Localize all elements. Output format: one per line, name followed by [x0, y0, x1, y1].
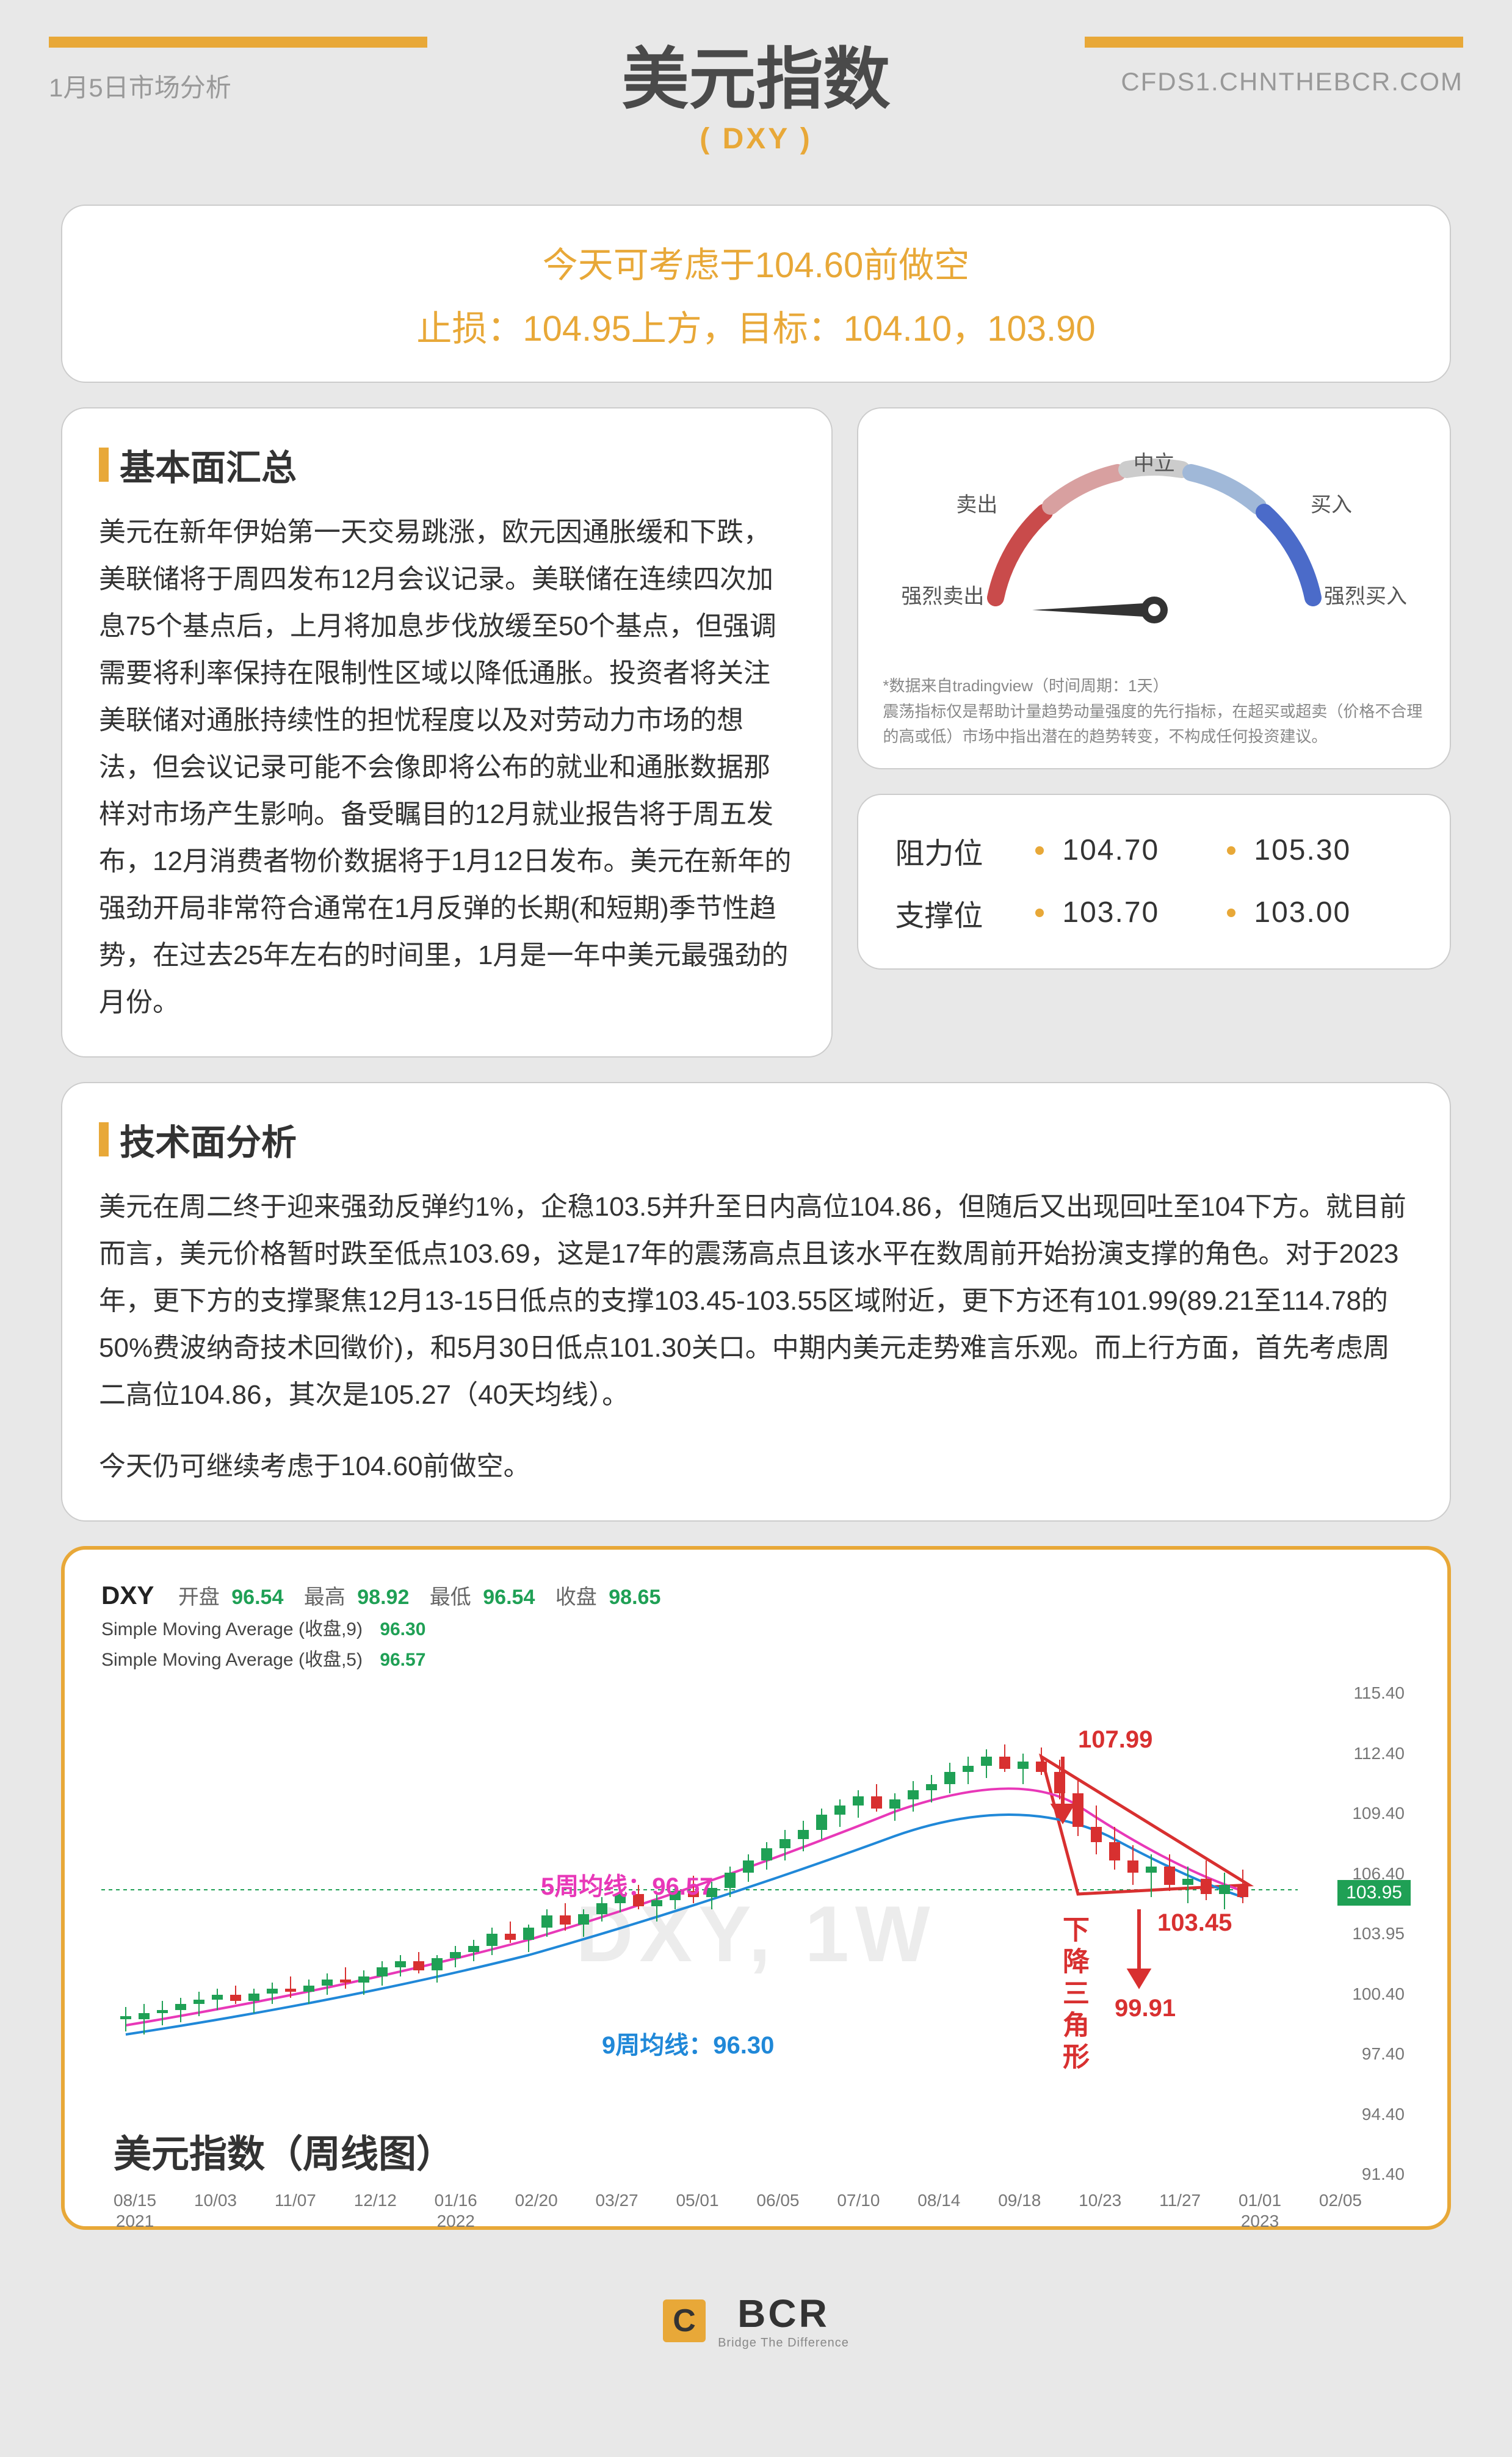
- levels-card: 阻力位 104.70 105.30 支撑位 103.70 103.00: [857, 794, 1451, 970]
- chart-anno-pattern: 下降三角形: [1054, 1915, 1093, 2074]
- y-axis-tick: 97.40: [1352, 2044, 1405, 2064]
- y-axis-tick: 94.40: [1352, 2105, 1405, 2124]
- header: 美元指数 ( DXY ) 1月5日市场分析 CFDS1.CHNTHEBCR.CO…: [0, 0, 1512, 168]
- y-axis-tick: 115.40: [1352, 1683, 1405, 1703]
- technical-extra: 今天仍可继续考虑于104.60前做空。: [99, 1443, 1413, 1490]
- y-axis-tick: 100.40: [1352, 1984, 1405, 2004]
- resistance-value-1: 104.70: [1062, 833, 1209, 867]
- ohlc-close-label: 收盘: [555, 1586, 597, 1609]
- header-url: CFDS1.CHNTHEBCR.COM: [1121, 67, 1463, 96]
- fundamentals-card: 基本面汇总 美元在新年伊始第一天交易跳涨，欧元因通胀缓和下跌，美联储将于周四发布…: [61, 407, 833, 1058]
- chart-symbol: DXY: [101, 1581, 154, 1610]
- x-axis-tick: 08/15 2021: [114, 2190, 156, 2231]
- chart-price-tag: 103.95: [1337, 1880, 1411, 1906]
- chart-anno-peak: 107.99: [1078, 1726, 1152, 1754]
- page-subtitle: ( DXY ): [49, 122, 1463, 156]
- bullet-icon: [1227, 846, 1235, 855]
- footer-brand: BCR: [718, 2291, 849, 2336]
- gauge-label-strong-buy: 强烈买入: [1324, 579, 1407, 609]
- x-axis-tick: 06/05: [756, 2190, 799, 2231]
- chart-header: DXY 开盘 96.54 最高 98.92 最低 96.54 收盘 98.65: [101, 1580, 1411, 1610]
- support-row: 支撑位 103.70 103.00: [895, 882, 1413, 944]
- x-axis-tick: 05/01: [676, 2190, 718, 2231]
- ohlc-low-label: 最低: [430, 1586, 471, 1609]
- gauge-label-neutral: 中立: [1134, 446, 1175, 476]
- chart-anno-low2: 99.91: [1115, 1995, 1176, 2022]
- ohlc-high-value: 98.92: [357, 1586, 409, 1609]
- gauge-card: 中立 卖出 买入 强烈卖出 强烈买入 *数据来自tradingview（时间周期…: [857, 407, 1451, 769]
- x-axis-tick: 09/18: [998, 2190, 1041, 2231]
- footer: C BCR Bridge The Difference: [0, 2266, 1512, 2399]
- sma1-label: Simple Moving Average (收盘,9): [101, 1619, 363, 1639]
- fundamentals-title: 基本面汇总: [99, 439, 795, 490]
- gauge-note: *数据来自tradingview（时间周期：1天） 震荡指标仅是帮助计量趋势动量…: [883, 673, 1425, 750]
- chart-area: DXY, 1W 115.40112.40: [101, 1683, 1411, 2184]
- ohlc-high-label: 最高: [304, 1586, 345, 1609]
- x-axis-tick: 03/27: [596, 2190, 638, 2231]
- bullet-icon: [1035, 846, 1044, 855]
- support-label: 支撑位: [895, 891, 1017, 934]
- x-axis-tick: 07/10: [837, 2190, 880, 2231]
- chart-y-axis: 115.40112.40109.40106.40103.95100.4097.4…: [1352, 1683, 1405, 2184]
- ohlc-low-value: 96.54: [483, 1586, 535, 1609]
- sma2-line: Simple Moving Average (收盘,5) 96.57: [101, 1644, 1411, 1671]
- bcr-logo-icon: C: [663, 2299, 706, 2342]
- y-axis-tick: 109.40: [1352, 1804, 1405, 1823]
- chart-x-axis: 08/15 2021 10/03 11/07 12/12 01/16 2022 02/20…: [101, 2184, 1411, 2231]
- chart-anno-ma9: 9周均线：96.30: [602, 2025, 774, 2061]
- ohlc-close-value: 98.65: [609, 1586, 660, 1609]
- sma1-value: 96.30: [380, 1619, 425, 1639]
- chart-anno-ma5: 5周均线：96.57: [541, 1867, 713, 1902]
- chart-anno-low1: 103.45: [1157, 1909, 1232, 1937]
- ohlc-open-label: 开盘: [178, 1586, 220, 1609]
- bullet-icon: [1035, 909, 1044, 917]
- resistance-value-2: 105.30: [1254, 833, 1400, 867]
- technical-card: 技术面分析 美元在周二终于迎来强劲反弹约1%，企稳103.5并升至日内高位104…: [61, 1082, 1451, 1522]
- support-value-2: 103.00: [1254, 896, 1400, 929]
- x-axis-tick: 10/03: [194, 2190, 237, 2231]
- chart-card: DXY 开盘 96.54 最高 98.92 最低 96.54 收盘 98.65 …: [61, 1546, 1451, 2230]
- technical-title: 技术面分析: [99, 1114, 1413, 1165]
- bullet-icon: [1227, 909, 1235, 917]
- y-axis-tick: 91.40: [1352, 2165, 1405, 2184]
- header-accent-right: [1085, 37, 1463, 48]
- x-axis-tick: 02/20: [515, 2190, 558, 2231]
- resistance-label: 阻力位: [895, 829, 1017, 872]
- recommendation-card: 今天可考虑于104.60前做空 止损：104.95上方，目标：104.10，10…: [61, 205, 1451, 383]
- chart-title-overlay: 美元指数（周线图）: [114, 2123, 454, 2178]
- header-date: 1月5日市场分析: [49, 67, 231, 104]
- x-axis-tick: 11/27: [1159, 2190, 1201, 2231]
- gauge-label-sell: 卖出: [956, 488, 997, 518]
- ohlc-open-value: 96.54: [231, 1586, 283, 1609]
- header-accent-left: [49, 37, 427, 48]
- sma2-label: Simple Moving Average (收盘,5): [101, 1650, 363, 1670]
- sentiment-gauge: 中立 卖出 买入 强烈卖出 强烈买入: [883, 439, 1425, 647]
- recommendation-line1: 今天可考虑于104.60前做空: [105, 236, 1407, 288]
- gauge-label-buy: 买入: [1311, 488, 1352, 518]
- recommendation-line2: 止损：104.95上方，目标：104.10，103.90: [105, 300, 1407, 351]
- footer-tagline: Bridge The Difference: [718, 2336, 849, 2350]
- resistance-row: 阻力位 104.70 105.30: [895, 819, 1413, 882]
- sma2-value: 96.57: [380, 1650, 425, 1670]
- x-axis-tick: 01/16 2022: [435, 2190, 477, 2231]
- gauge-label-strong-sell: 强烈卖出: [901, 579, 984, 609]
- y-axis-tick: 112.40: [1352, 1744, 1405, 1763]
- y-axis-tick: 103.95: [1352, 1924, 1405, 1943]
- technical-text: 美元在周二终于迎来强劲反弹约1%，企稳103.5并升至日内高位104.86，但随…: [99, 1183, 1413, 1418]
- sma1-line: Simple Moving Average (收盘,9) 96.30: [101, 1614, 1411, 1641]
- x-axis-tick: 12/12: [354, 2190, 397, 2231]
- x-axis-tick: 11/07: [275, 2190, 316, 2231]
- fundamentals-text: 美元在新年伊始第一天交易跳涨，欧元因通胀缓和下跌，美联储将于周四发布12月会议记…: [99, 509, 795, 1026]
- x-axis-tick: 10/23: [1079, 2190, 1121, 2231]
- x-axis-tick: 01/01 2023: [1239, 2190, 1281, 2231]
- x-axis-tick: 08/14: [917, 2190, 960, 2231]
- x-axis-tick: 02/05: [1319, 2190, 1362, 2231]
- support-value-1: 103.70: [1062, 896, 1209, 929]
